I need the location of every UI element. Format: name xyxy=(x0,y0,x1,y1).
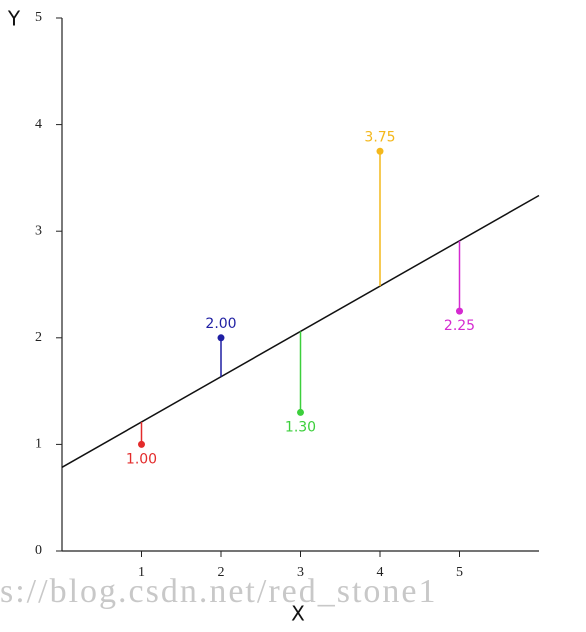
data-label: 1.00 xyxy=(126,451,157,467)
y-tick-label: 1 xyxy=(35,437,42,452)
x-tick-label: 3 xyxy=(297,565,304,580)
y-tick-label: 5 xyxy=(35,10,42,25)
x-tick-label: 1 xyxy=(138,565,145,580)
data-label: 1.30 xyxy=(285,419,316,435)
y-tick-label: 0 xyxy=(35,543,42,558)
data-label: 2.00 xyxy=(205,316,236,332)
x-tick-label: 5 xyxy=(456,565,463,580)
point xyxy=(217,334,225,342)
y-tick-label: 2 xyxy=(35,330,42,345)
x-axis-label: X xyxy=(291,602,305,626)
y-tick-label: 4 xyxy=(35,117,42,132)
point xyxy=(138,440,145,448)
y-tick-label: 3 xyxy=(35,223,42,238)
x-tick-label: 4 xyxy=(377,565,384,580)
data-label: 2.25 xyxy=(444,318,475,334)
point xyxy=(456,307,463,315)
watermark: s://blog.csdn.net/red_stone1 xyxy=(0,573,438,610)
point xyxy=(376,147,384,155)
point xyxy=(297,408,304,416)
x-tick-label: 2 xyxy=(218,565,225,580)
data-label: 3.75 xyxy=(364,129,395,145)
y-axis-label: Y xyxy=(7,7,21,31)
